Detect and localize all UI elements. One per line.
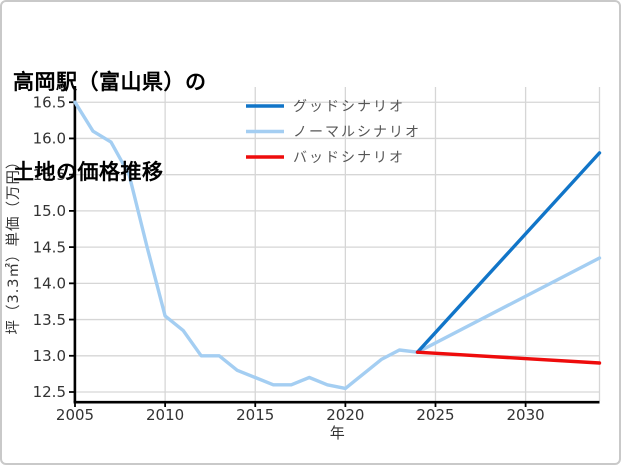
y-tick-label: 13.0 [33,347,66,365]
y-axis-label: 坪（3.3㎡）単価（万円） [5,153,22,334]
y-tick-label: 16.0 [33,130,66,148]
title-line-2: 土地の価格推移 [13,160,164,184]
x-tick-label: 2005 [56,406,94,424]
x-tick-label: 2030 [507,406,545,424]
y-tick-label: 14.0 [33,275,66,293]
y-tick-label: 15.0 [33,202,66,220]
x-tick-label: 2010 [146,406,184,424]
y-tick-label: 13.5 [33,311,66,329]
series-line-history [73,100,420,391]
x-tick-label: 2015 [236,406,274,424]
y-tick-label: 14.5 [33,238,66,256]
y-tick-label: 12.5 [33,383,66,401]
series-line-normal-scenario [415,256,602,354]
title-line-1: 高岡駅（富山県）の [13,70,207,94]
legend-label: バッドシナリオ [293,150,405,166]
x-tick-label: 2020 [326,406,364,424]
x-axis-label: 年 [330,424,345,442]
legend-label: ノーマルシナリオ [293,125,421,141]
x-tick-label: 2025 [416,406,454,424]
series-line-bad-scenario [415,350,602,365]
y-tick-label: 15.5 [33,166,66,184]
series-line-good-scenario [415,151,602,354]
page-title: 高岡駅（富山県）の 土地の価格推移 [13,7,207,247]
y-tick-label: 16.5 [33,93,66,111]
legend-label: グッドシナリオ [293,99,405,115]
